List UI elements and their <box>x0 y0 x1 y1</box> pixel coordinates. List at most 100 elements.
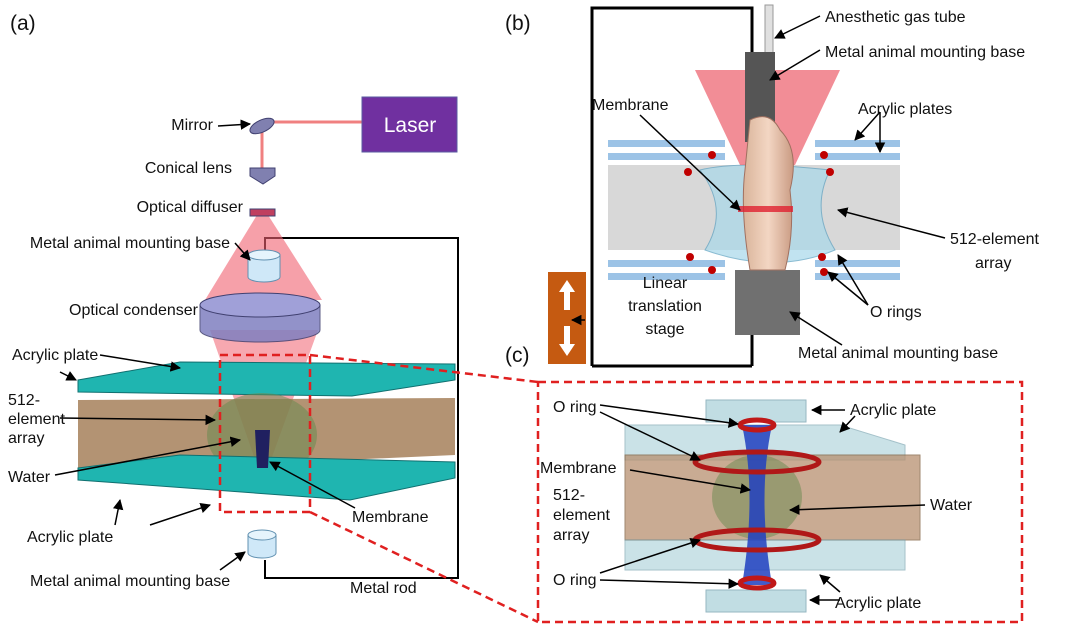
panel-b-drawing-part <box>559 280 575 356</box>
panel-a-drawing-part <box>249 117 275 135</box>
panel-a-drawing-part <box>217 119 252 130</box>
panel-a-drawing-part <box>269 461 356 509</box>
panel-a-drawing-part <box>309 510 539 624</box>
panel-b-drawing-part <box>836 207 946 239</box>
panel-c-drawing-part <box>599 537 701 574</box>
panel-a-drawing-part <box>219 551 246 571</box>
acrylic-plate-label: Acrylic plate <box>27 529 113 546</box>
mounting-base-label: Metal animal mounting base <box>30 235 230 252</box>
water-label: Water <box>930 497 973 514</box>
array-label: 512- element array <box>8 392 65 447</box>
mounting-base-label: Metal animal mounting base <box>798 345 998 362</box>
panel-b-drawing-part <box>608 273 725 280</box>
panel-a-drawing-part <box>199 292 321 318</box>
panel-b-drawing-part <box>608 140 725 147</box>
o-ring-label: O ring <box>553 572 597 589</box>
panel-a-drawing-part <box>247 249 281 261</box>
panel-b-drawing-part <box>837 254 869 306</box>
panel-c-drawing-part <box>536 380 1024 624</box>
label-line: array <box>8 430 44 447</box>
label-line: 512- <box>553 487 585 504</box>
panel-b-drawing-part <box>608 260 725 267</box>
laser-label: Laser <box>384 114 437 137</box>
panel-c-drawing-part <box>788 504 926 515</box>
panel-c-drawing-part <box>737 417 777 433</box>
mounting-base-label: Metal animal mounting base <box>825 44 1025 61</box>
panel-c-drawing-part <box>599 404 740 428</box>
array-label: 512-element array <box>950 231 1040 272</box>
o-ring-label: O ring <box>553 399 597 416</box>
panel-c-drawing-part <box>692 449 822 475</box>
water-label: Water <box>8 469 51 486</box>
mirror-label: Mirror <box>171 117 213 134</box>
panel-a-drawing-part <box>77 454 456 501</box>
metal-rod-label: Metal rod <box>350 580 417 597</box>
panel-c-drawing-part <box>599 411 701 461</box>
panel-a-drawing-part <box>234 242 251 261</box>
panel-b-drawing-part <box>827 271 869 306</box>
label-line: 512- <box>8 392 40 409</box>
panel-c-drawing-part <box>742 425 772 585</box>
panel-c-drawing-part <box>819 574 841 593</box>
panel-a-drawing-part <box>249 208 276 217</box>
panel-b-drawing-part <box>774 15 821 39</box>
label-line: element <box>8 411 65 428</box>
panel-c-drawing <box>536 380 1024 624</box>
panel-a-drawing-part <box>249 167 276 185</box>
gas-tube-label: Anesthetic gas tube <box>825 9 966 26</box>
panel-a-drawing-part <box>99 354 182 372</box>
array-label: 512- element array <box>553 487 610 544</box>
panel-a-drawing-part <box>247 254 281 283</box>
label-line: array <box>553 527 589 544</box>
conical-lens-label: Conical lens <box>145 160 232 177</box>
condenser-label: Optical condenser <box>69 302 199 319</box>
panel-a-drawing-part <box>59 371 77 381</box>
panel-b-drawing-part <box>590 6 754 366</box>
panel-a-drawing-part <box>59 414 217 426</box>
panel-b-drawing-part <box>815 153 900 160</box>
panel-b-drawing-part <box>684 151 834 276</box>
panel-label: (b) <box>505 12 531 35</box>
panel-label: (a) <box>10 12 36 35</box>
panel-c-drawing-part <box>705 589 807 613</box>
panel-c-drawing-part <box>737 575 777 591</box>
panel-a-drawing <box>54 96 539 624</box>
panel-a-drawing-part <box>112 498 124 526</box>
panel-c-drawing-part <box>629 469 752 494</box>
panel-a-drawing-part <box>149 503 211 526</box>
acrylic-plates-label: Acrylic plates <box>858 101 952 118</box>
panel-b-drawing-part <box>639 114 741 211</box>
label-line: array <box>975 255 1011 272</box>
panel-a-drawing-part <box>255 430 270 468</box>
membrane-label: Membrane <box>352 509 429 526</box>
panel-label: (c) <box>505 344 530 367</box>
panel-a-drawing-part <box>247 534 277 559</box>
label-line: stage <box>645 321 684 338</box>
panel-b-drawing-part <box>769 49 821 81</box>
diffuser-label: Optical diffuser <box>137 199 244 216</box>
label-line: 512-element <box>950 231 1040 248</box>
acrylic-plate-label: Acrylic plate <box>12 347 98 364</box>
panel-b-drawing-part <box>738 206 793 212</box>
panel-c-drawing-part <box>839 415 856 433</box>
panel-a-drawing-part <box>77 361 456 397</box>
o-rings-label: O rings <box>870 304 922 321</box>
panel-a-drawing-part <box>218 353 312 514</box>
stage-label: Linear translation stage <box>628 275 702 338</box>
label-line: element <box>553 507 610 524</box>
panel-a-drawing-part <box>54 436 242 476</box>
panel-b-drawing-part <box>789 311 843 346</box>
label-line: Linear <box>643 275 688 292</box>
panel-b-drawing-part <box>735 270 800 335</box>
mounting-base-label: Metal animal mounting base <box>30 573 230 590</box>
panel-b-drawing-part <box>608 153 725 160</box>
panel-c-drawing-part <box>599 578 740 589</box>
panel-b-drawing-part <box>815 273 900 280</box>
acrylic-plate-label: Acrylic plate <box>835 595 921 612</box>
panel-a-drawing-part <box>361 96 458 153</box>
panel-a-drawing-part <box>247 529 277 541</box>
membrane-label: Membrane <box>540 460 617 477</box>
membrane-label: Membrane <box>592 97 669 114</box>
acrylic-plate-label: Acrylic plate <box>850 402 936 419</box>
